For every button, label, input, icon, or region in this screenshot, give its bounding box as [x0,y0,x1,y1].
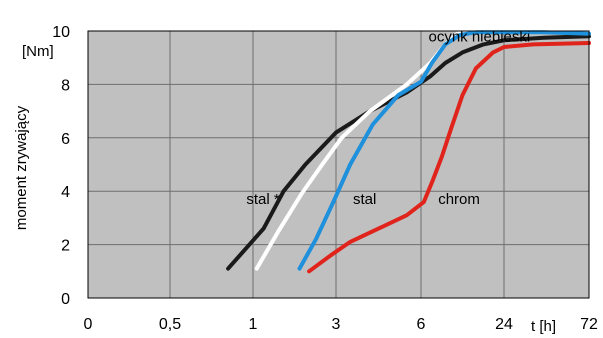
x-tick-label: 0 [84,316,93,333]
y-tick-label: 2 [61,238,70,255]
x-tick-label: 3 [332,316,341,333]
series-label: stal [353,191,376,208]
x-axis-label: t [h] [531,318,556,335]
x-tick-label: 72 [580,316,598,333]
x-tick-label: 0,5 [159,316,181,333]
y-axis-unit: [Nm] [22,43,54,60]
y-tick-label: 6 [61,131,70,148]
plot-frame [87,30,590,299]
series-label: chrom [438,191,480,208]
series-label: ocynk niebieski [428,28,530,45]
x-tick-label: 24 [495,316,513,333]
series-label: stal * [246,191,280,208]
y-tick-label: 10 [52,24,70,41]
y-axis-label: moment zrywający [13,105,30,230]
plot-area [88,31,589,298]
x-tick-label: 1 [249,316,258,333]
series-line [297,30,591,271]
y-tick-label: 8 [61,77,70,94]
y-tick-label: 4 [61,184,70,201]
y-tick-label: 0 [61,291,70,308]
x-tick-label: 6 [417,316,426,333]
series-line [307,41,591,274]
